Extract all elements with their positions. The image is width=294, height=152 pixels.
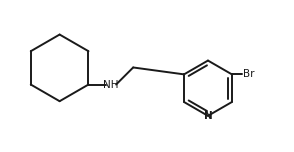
Text: N: N (203, 111, 212, 121)
Text: Br: Br (243, 69, 255, 79)
Text: NH: NH (103, 79, 118, 90)
